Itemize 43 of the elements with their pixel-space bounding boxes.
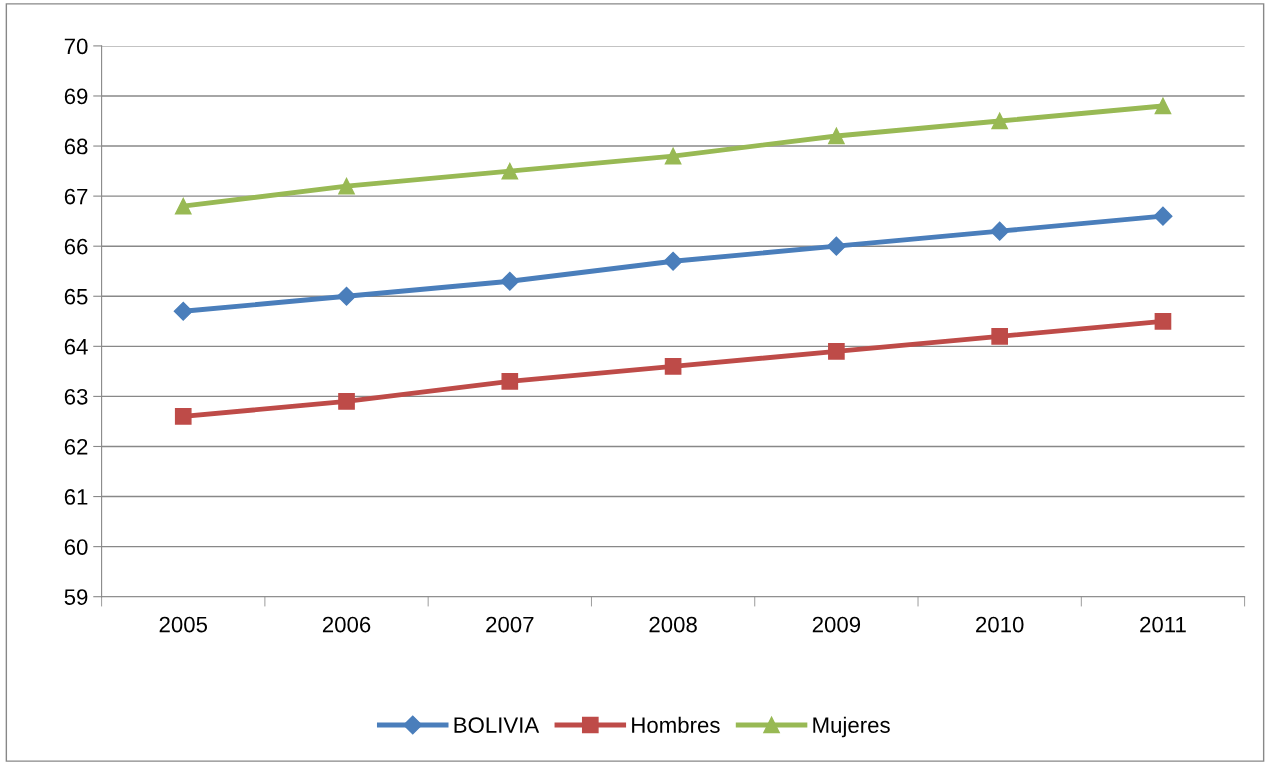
point — [664, 147, 682, 165]
y-tick-label: 67 — [64, 188, 88, 205]
y-tick-label: 64 — [64, 338, 88, 355]
y-tick-label: 61 — [64, 489, 88, 505]
point — [663, 251, 683, 271]
point — [991, 327, 1009, 345]
y-tick-label: 68 — [64, 138, 88, 155]
point — [500, 271, 520, 291]
point — [501, 373, 519, 390]
legend-label: Mujeres — [813, 716, 890, 738]
legend-label: Hombres — [632, 716, 720, 733]
point — [338, 177, 355, 195]
point — [990, 221, 1010, 241]
y-tick-label: 63 — [64, 388, 88, 405]
y-tick-label: 70 — [64, 38, 88, 55]
x-tick-label: 2005 — [159, 616, 208, 633]
x-tick-label: 2008 — [649, 616, 697, 633]
x-tick-label: 2009 — [812, 616, 861, 633]
point — [174, 197, 192, 215]
x-tick-label: 2006 — [322, 616, 371, 633]
y-tick-label: 66 — [64, 238, 88, 255]
point — [336, 286, 357, 306]
point — [174, 408, 192, 425]
point — [1154, 312, 1172, 330]
point — [826, 236, 846, 256]
point — [338, 393, 355, 410]
point — [1153, 206, 1173, 226]
y-tick-label: 65 — [64, 288, 88, 305]
legend-label: BOLIVIA — [454, 717, 540, 733]
x-tick-label: 2010 — [976, 616, 1024, 633]
point — [501, 162, 519, 180]
point — [991, 112, 1009, 130]
y-tick-label: 69 — [64, 88, 88, 105]
point — [1154, 97, 1172, 115]
y-tick-label: 60 — [64, 539, 88, 555]
x-tick-label: 2007 — [486, 616, 534, 633]
y-tick-label: 59 — [64, 589, 88, 605]
point — [173, 301, 193, 321]
x-tick-label: 2011 — [1140, 616, 1186, 633]
point — [664, 358, 682, 375]
point — [828, 127, 845, 145]
point — [828, 343, 845, 360]
y-tick-label: 62 — [64, 439, 88, 455]
